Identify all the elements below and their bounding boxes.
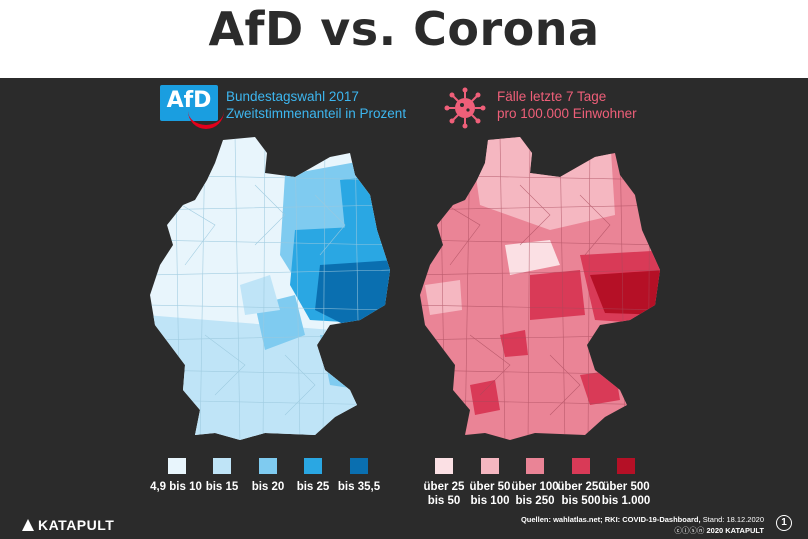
afd-logo: AfD	[160, 85, 224, 129]
corona-legend-label-4: über 250 bis 500	[546, 480, 616, 508]
page-title: AfD vs. Corona	[208, 2, 600, 56]
afd-legend-label-2: bis 15	[205, 481, 239, 493]
corona-legend-label-2: über 50 bis 100	[455, 480, 525, 508]
virus-icon	[444, 87, 486, 129]
afd-swatch-3	[259, 458, 277, 474]
sources-line1: Quellen: wahlatlas.net; RKI: COVID-19-Da…	[521, 514, 764, 525]
header: AfD vs. Corona	[0, 0, 808, 78]
corona-legend-label-5-line2: bis 1.000	[601, 495, 651, 507]
corona-legend-label-5: über 500 bis 1.000	[591, 480, 661, 508]
license-icons: ⓒⓘⓢⓝ	[674, 526, 707, 535]
corona-legend-label-1-line1: über 25	[423, 481, 465, 493]
sources-stand: Stand: 18.12.2020	[702, 515, 764, 524]
corona-legend-title-line2: pro 100.000 Einwohner	[497, 106, 637, 121]
afd-legend-title-line2: Zweitstimmenanteil in Prozent	[226, 106, 407, 121]
afd-swatch-4	[304, 458, 322, 474]
corona-legend-label-1: über 25 bis 50	[409, 480, 479, 508]
corona-legend-label-3-line1: über 100	[511, 481, 559, 493]
corona-swatch-4	[572, 458, 590, 474]
sources: Quellen: wahlatlas.net; RKI: COVID-19-Da…	[521, 514, 764, 536]
afd-legend-title-line1: Bundestagswahl 2017	[226, 89, 359, 104]
corona-swatch-2	[481, 458, 499, 474]
afd-swatch-5	[350, 458, 368, 474]
afd-logo-text: AfD	[166, 88, 212, 113]
afd-map	[150, 137, 390, 440]
corona-swatch-1	[435, 458, 453, 474]
afd-swatch-1	[168, 458, 186, 474]
katapult-logo-icon	[22, 519, 34, 531]
corona-legend-label-3-line2: bis 250	[515, 495, 555, 507]
afd-swatch-2	[213, 458, 231, 474]
afd-legend-label-5: bis 35,5	[337, 481, 381, 493]
corona-legend-label-2-line1: über 50	[469, 481, 511, 493]
katapult-brand-text: KATAPULT	[38, 517, 115, 533]
corona-swatch-5	[617, 458, 635, 474]
afd-legend-title: Bundestagswahl 2017 Zweitstimmenanteil i…	[226, 88, 406, 122]
corona-legend-title: Fälle letzte 7 Tage pro 100.000 Einwohne…	[497, 88, 637, 122]
sources-line2: ⓒⓘⓢⓝ 2020 KATAPULT	[521, 525, 764, 536]
corona-legend-label-4-line1: über 250	[557, 481, 605, 493]
afd-legend-label-1: 4,9 bis 10	[150, 481, 202, 493]
sources-label: Quellen:	[520, 515, 551, 524]
corona-legend-label-3: über 100 bis 250	[500, 480, 570, 508]
page-number: 1	[776, 515, 792, 531]
corona-legend-label-2-line2: bis 100	[470, 495, 510, 507]
copyright: 2020 KATAPULT	[706, 526, 764, 535]
afd-legend-label-3: bis 20	[251, 481, 285, 493]
afd-legend-label-4: bis 25	[296, 481, 330, 493]
corona-map	[420, 137, 660, 440]
corona-legend-label-5-line1: über 500	[602, 481, 650, 493]
corona-swatch-3	[526, 458, 544, 474]
corona-legend-label-4-line2: bis 500	[561, 495, 601, 507]
katapult-brand: KATAPULT	[22, 517, 114, 533]
sources-text: wahlatlas.net; RKI: COVID-19-Dashboard,	[553, 515, 701, 524]
corona-legend-title-line1: Fälle letzte 7 Tage	[497, 89, 607, 104]
corona-legend-label-1-line2: bis 50	[427, 495, 461, 507]
content-area	[0, 78, 808, 539]
afd-logo-swoosh	[188, 111, 224, 129]
